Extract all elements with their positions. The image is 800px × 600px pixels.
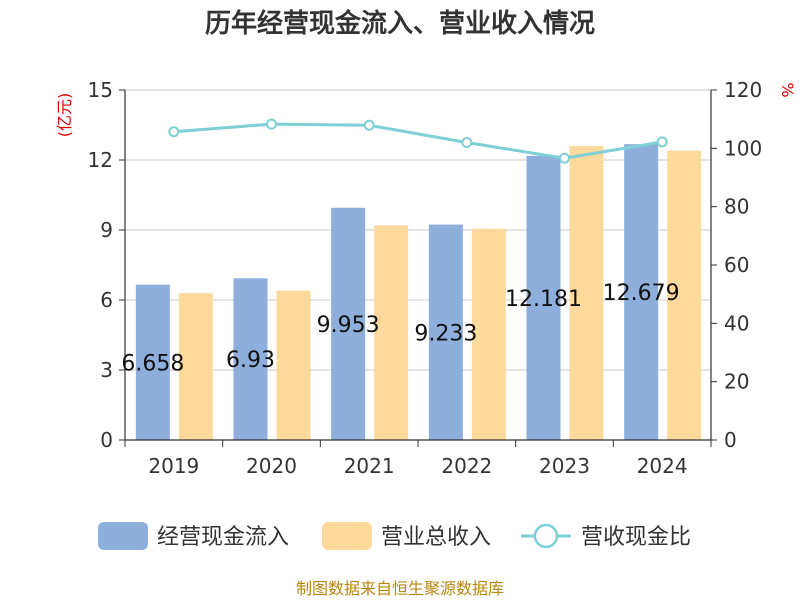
ratio-point: [658, 137, 667, 146]
ratio-point: [267, 120, 276, 129]
legend-marker-ratio: [535, 525, 557, 547]
right-tick-label: 120: [724, 78, 762, 102]
left-tick-label: 15: [88, 78, 113, 102]
data-label: 12.181: [505, 287, 582, 312]
chart-title: 历年经营现金流入、营业收入情况: [205, 8, 595, 39]
ratio-point: [462, 138, 471, 147]
legend-swatch-total-revenue: [322, 522, 372, 550]
ratio-point: [560, 154, 569, 163]
data-label: 9.953: [317, 313, 380, 338]
left-tick-label: 3: [100, 358, 113, 382]
legend: 经营现金流入 营业总收入 营收现金比: [98, 522, 691, 550]
bar-total-revenue: [277, 291, 311, 440]
x-tick-label: 2024: [637, 454, 688, 478]
x-tick-label: 2022: [441, 454, 492, 478]
right-tick-label: 40: [724, 311, 749, 335]
ratio-point: [365, 121, 374, 130]
data-label: 9.233: [414, 321, 477, 346]
left-tick-label: 0: [100, 428, 113, 452]
data-label: 6.658: [121, 351, 184, 376]
left-tick-label: 9: [100, 218, 113, 242]
x-tick-label: 2021: [344, 454, 395, 478]
right-tick-label: 20: [724, 370, 749, 394]
data-label: 6.93: [226, 348, 275, 373]
left-tick-label: 12: [88, 148, 113, 172]
left-axis-unit: (亿元): [55, 93, 74, 138]
right-tick-label: 60: [724, 253, 749, 277]
legend-swatch-cash-inflow: [98, 522, 148, 550]
data-label: 12.679: [603, 281, 680, 306]
ratio-line-path: [174, 124, 662, 158]
legend-label-ratio: 营收现金比: [581, 525, 691, 550]
right-axis-unit: %: [778, 82, 797, 97]
ratio-point: [169, 127, 178, 136]
x-tick-label: 2023: [539, 454, 590, 478]
left-tick-label: 6: [100, 288, 113, 312]
right-tick-label: 0: [724, 428, 737, 452]
source-note: 制图数据来自恒生聚源数据库: [296, 579, 504, 598]
x-tick-label: 2019: [148, 454, 199, 478]
right-tick-label: 100: [724, 136, 762, 160]
right-tick-label: 80: [724, 195, 749, 219]
x-tick-label: 2020: [246, 454, 297, 478]
legend-label-total-revenue: 营业总收入: [381, 525, 491, 550]
legend-label-cash-inflow: 经营现金流入: [157, 525, 289, 550]
